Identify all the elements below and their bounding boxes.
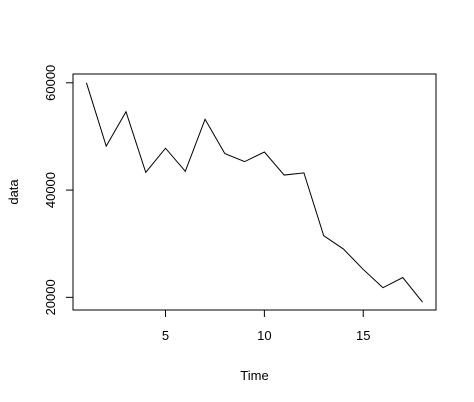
- x-tick-label: 15: [356, 328, 370, 343]
- x-tick-label: 10: [257, 328, 271, 343]
- y-tick-label: 60000: [43, 65, 58, 101]
- data-series: [85, 82, 423, 303]
- x-tick-label: 5: [162, 328, 169, 343]
- x-axis-title: Time: [240, 368, 268, 383]
- x-axis: 5 10 15: [162, 309, 370, 343]
- series-line: [85, 82, 423, 303]
- y-axis: 20000 40000 60000: [43, 65, 74, 315]
- y-tick-label: 20000: [43, 279, 58, 315]
- y-tick-label: 40000: [43, 172, 58, 208]
- y-axis-title: data: [6, 179, 21, 205]
- plot-frame: [72, 73, 437, 311]
